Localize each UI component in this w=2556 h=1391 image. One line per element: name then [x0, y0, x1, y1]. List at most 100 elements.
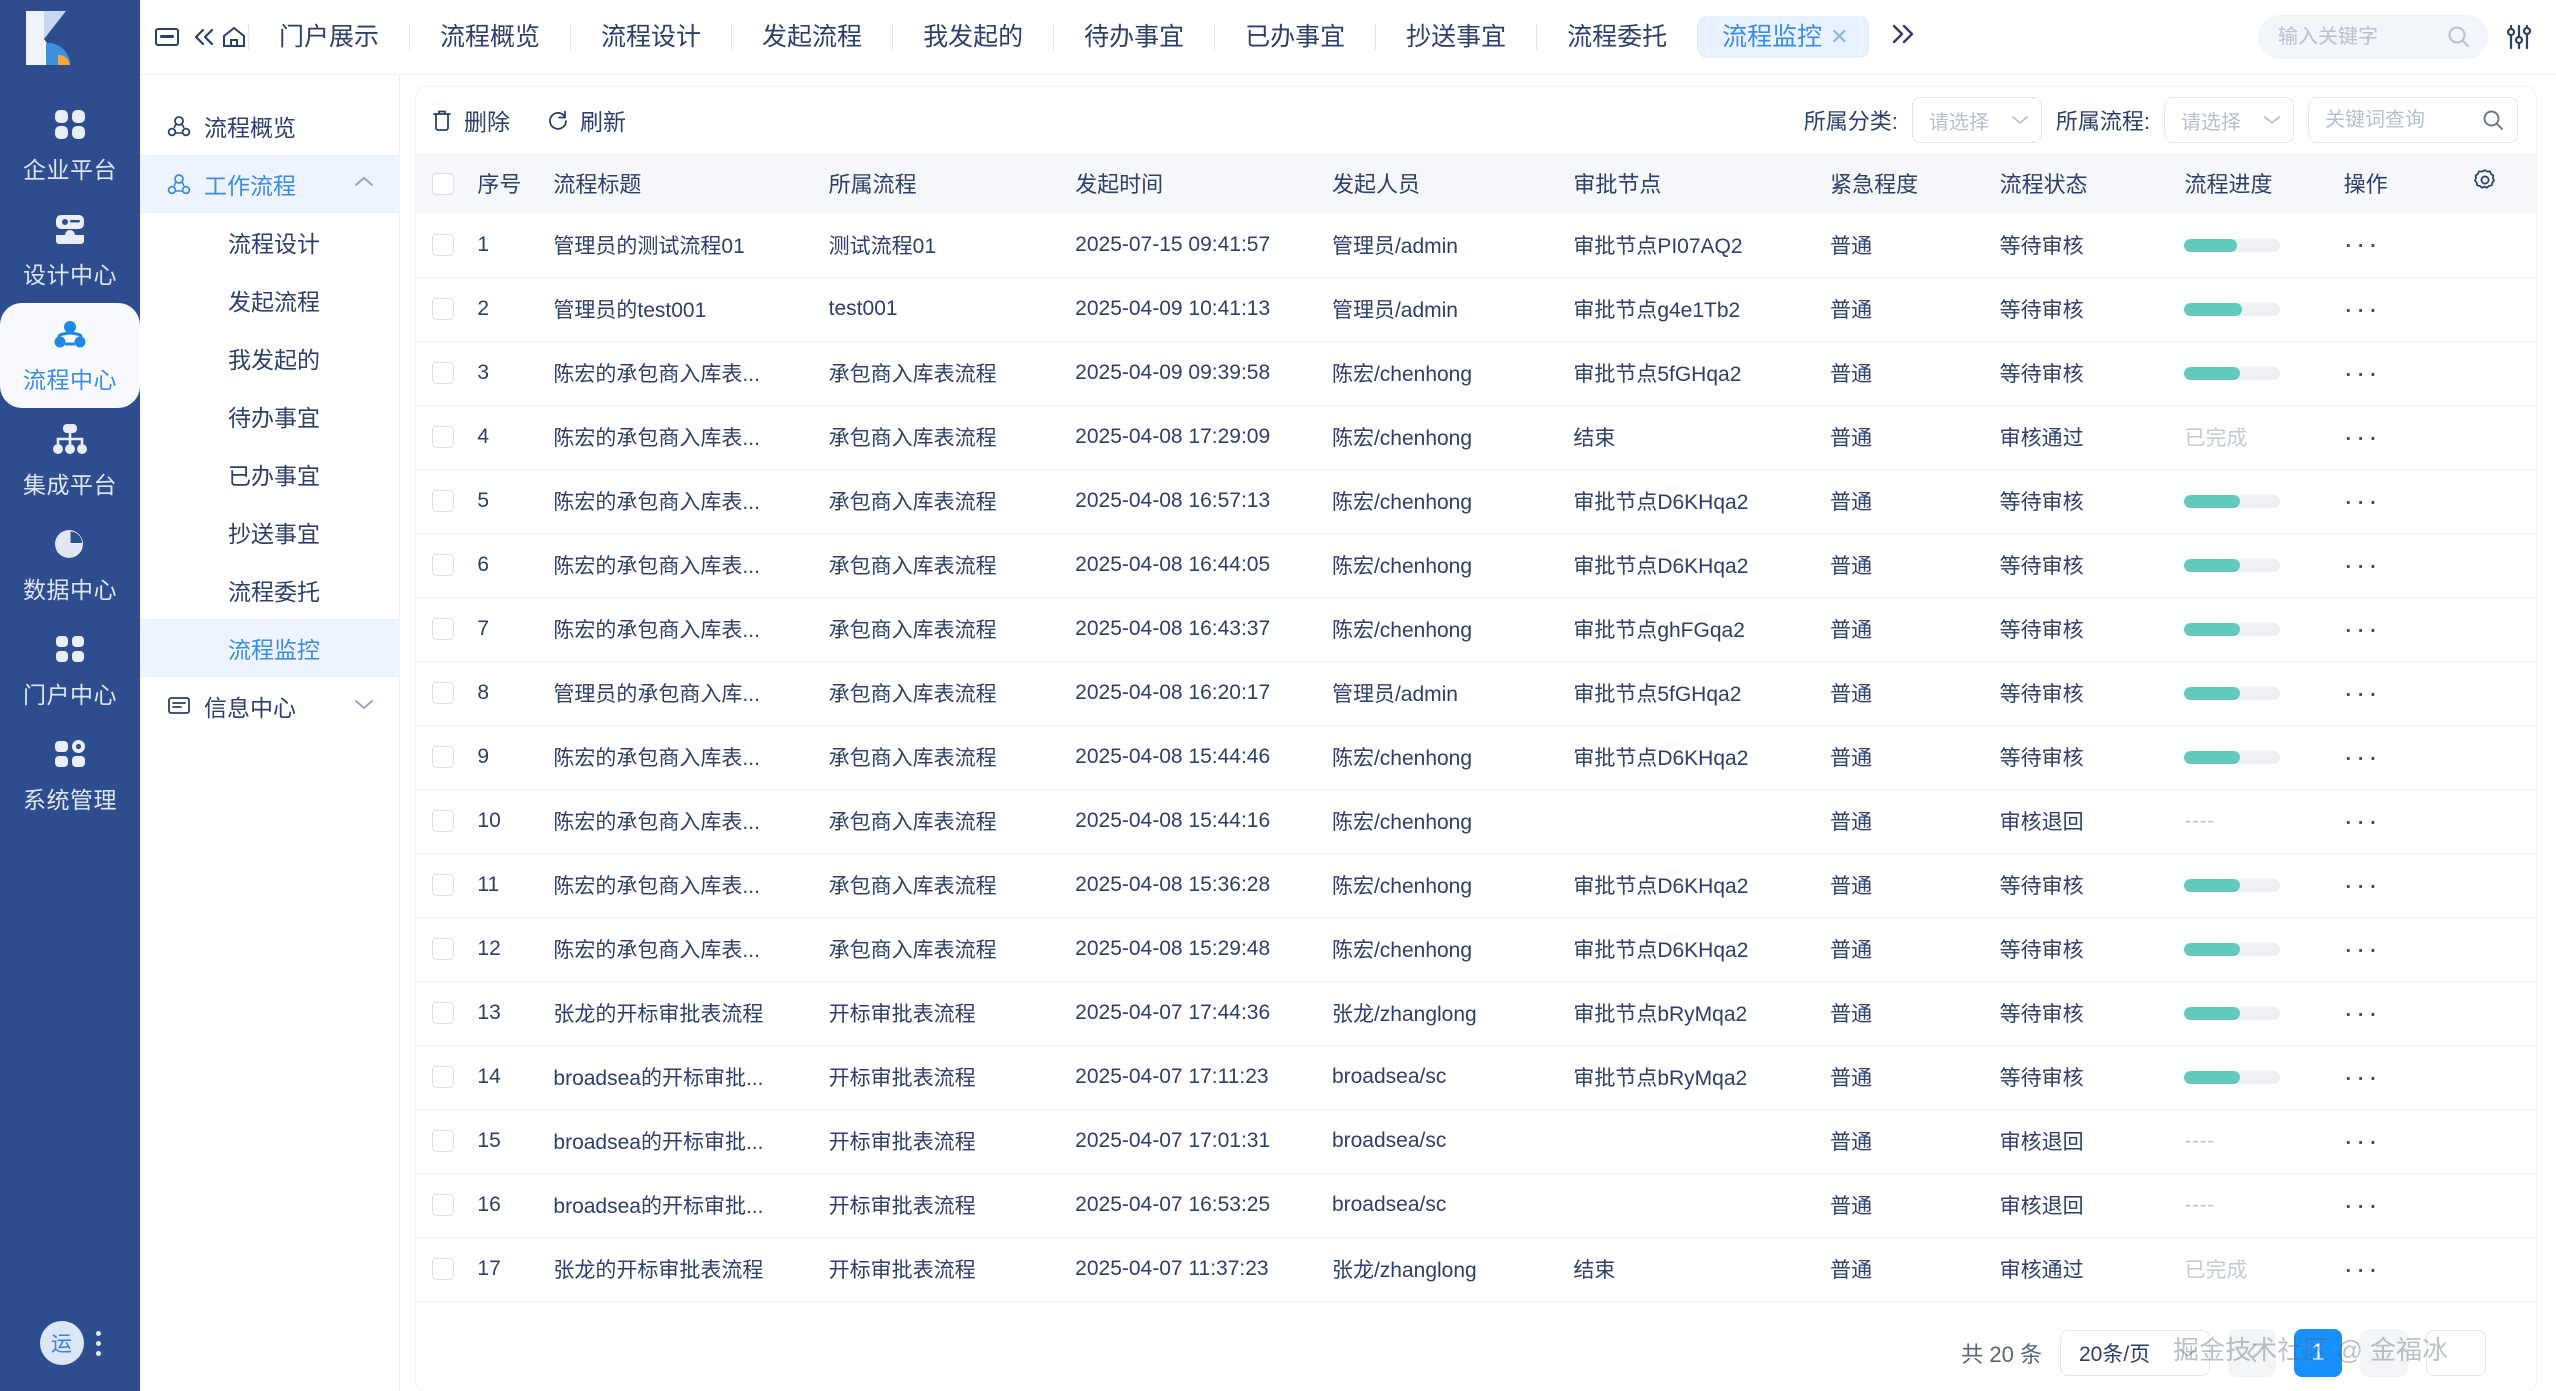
- brand-logo[interactable]: [0, 0, 140, 75]
- delete-button[interactable]: 删除: [430, 103, 510, 137]
- row-more-actions-button[interactable]: ···: [2343, 1124, 2381, 1156]
- table-row[interactable]: 17 张龙的开标审批表流程 开标审批表流程 2025-04-07 11:37:23 张龙…: [416, 1237, 2536, 1302]
- sidebar-item-data-center[interactable]: 数据中心: [0, 513, 140, 618]
- sidebar-item-portal-center[interactable]: 门户中心: [0, 618, 140, 723]
- table-row[interactable]: 4 陈宏的承包商入库表... 承包商入库表流程 2025-04-08 17:29:09…: [416, 405, 2536, 470]
- sidebar-item-design-center[interactable]: 设计中心: [0, 198, 140, 303]
- sidebar-item-process-monitor[interactable]: 流程监控: [140, 619, 399, 677]
- row-checkbox[interactable]: [431, 874, 454, 897]
- sidebar-item-process-center[interactable]: 流程中心: [0, 303, 140, 408]
- sidebar-item-workflow[interactable]: 工作流程: [140, 155, 399, 213]
- sidebar-item-launch-process[interactable]: 发起流程: [228, 289, 320, 315]
- tab-my-initiated[interactable]: 我发起的: [923, 23, 1024, 51]
- row-checkbox[interactable]: [431, 490, 454, 513]
- tab-cc[interactable]: 抄送事宜: [1406, 23, 1507, 51]
- cell-title[interactable]: 管理员的test001: [545, 277, 821, 342]
- tab-launch-process[interactable]: 发起流程: [762, 23, 863, 51]
- table-row[interactable]: 11 陈宏的承包商入库表... 承包商入库表流程 2025-04-08 15:36:2…: [416, 853, 2536, 918]
- sidebar-item-process-overview[interactable]: 流程概览: [140, 97, 399, 155]
- cell-title[interactable]: broadsea的开标审批...: [545, 1045, 821, 1110]
- tab-process-overview[interactable]: 流程概览: [440, 23, 541, 51]
- row-checkbox[interactable]: [431, 298, 454, 321]
- cell-title[interactable]: broadsea的开标审批...: [545, 1109, 821, 1174]
- double-chevron-right-icon[interactable]: [1869, 21, 1935, 54]
- row-more-actions-button[interactable]: ···: [2343, 1060, 2381, 1092]
- cell-title[interactable]: 陈宏的承包商入库表...: [545, 341, 821, 406]
- cell-title[interactable]: 陈宏的承包商入库表...: [545, 405, 821, 470]
- table-row[interactable]: 3 陈宏的承包商入库表... 承包商入库表流程 2025-04-09 09:39:58…: [416, 341, 2536, 406]
- row-checkbox[interactable]: [431, 1130, 454, 1153]
- page-number-1[interactable]: 1: [2294, 1329, 2342, 1377]
- sidebar-item-info-center[interactable]: 信息中心: [140, 677, 399, 735]
- keyword-input[interactable]: [2325, 108, 2473, 132]
- page-size-select[interactable]: 20条/页: [2060, 1330, 2210, 1376]
- row-more-actions-button[interactable]: ···: [2343, 484, 2381, 516]
- flow-select[interactable]: 请选择: [2164, 97, 2294, 143]
- sidebar-item-my-initiated[interactable]: 我发起的: [228, 347, 320, 373]
- search-icon[interactable]: [2446, 24, 2472, 50]
- tab-process-design[interactable]: 流程设计: [601, 23, 702, 51]
- row-more-actions-button[interactable]: ···: [2343, 804, 2381, 836]
- row-checkbox[interactable]: [431, 554, 454, 577]
- row-more-actions-button[interactable]: ···: [2343, 1188, 2381, 1220]
- vertical-dots-icon[interactable]: [95, 1330, 101, 1356]
- avatar[interactable]: 运: [39, 1321, 84, 1365]
- row-checkbox[interactable]: [431, 618, 454, 641]
- sidebar-item-integration-platform[interactable]: 集成平台: [0, 408, 140, 513]
- row-checkbox[interactable]: [431, 682, 454, 705]
- table-row[interactable]: 2 管理员的test001 test001 2025-04-09 10:41:13 管理…: [416, 277, 2536, 342]
- row-checkbox[interactable]: [431, 1002, 454, 1025]
- sidebar-item-delegation[interactable]: 流程委托: [228, 579, 320, 605]
- row-checkbox[interactable]: [431, 426, 454, 449]
- table-row[interactable]: 10 陈宏的承包商入库表... 承包商入库表流程 2025-04-08 15:44:1…: [416, 789, 2536, 854]
- refresh-button[interactable]: 刷新: [546, 103, 626, 137]
- close-icon[interactable]: ✕: [1830, 24, 1849, 49]
- sidebar-item-process-design[interactable]: 流程设计: [228, 231, 320, 257]
- cell-title[interactable]: 张龙的开标审批表流程: [545, 1237, 821, 1302]
- row-more-actions-button[interactable]: ···: [2343, 868, 2381, 900]
- cell-title[interactable]: 管理员的测试流程01: [545, 213, 821, 278]
- table-row[interactable]: 9 陈宏的承包商入库表... 承包商入库表流程 2025-04-08 15:44:46…: [416, 725, 2536, 790]
- row-checkbox[interactable]: [431, 362, 454, 385]
- table-row[interactable]: 14 broadsea的开标审批... 开标审批表流程 2025-04-07 17:1…: [416, 1045, 2536, 1110]
- row-more-actions-button[interactable]: ···: [2343, 740, 2381, 772]
- table-row[interactable]: 12 陈宏的承包商入库表... 承包商入库表流程 2025-04-08 15:29:4…: [416, 917, 2536, 982]
- cell-title[interactable]: 陈宏的承包商入库表...: [545, 469, 821, 534]
- tab-portal-display[interactable]: 门户展示: [279, 23, 380, 51]
- page-number-2[interactable]: [2360, 1329, 2408, 1377]
- sidebar-item-done[interactable]: 已办事宜: [228, 463, 320, 489]
- select-all-checkbox[interactable]: [431, 173, 454, 196]
- cell-title[interactable]: 陈宏的承包商入库表...: [545, 725, 821, 790]
- keyword-search[interactable]: [2308, 97, 2518, 143]
- sliders-icon[interactable]: [2504, 23, 2534, 51]
- prev-page-button[interactable]: [2228, 1329, 2276, 1377]
- row-more-actions-button[interactable]: ···: [2343, 228, 2381, 260]
- table-row[interactable]: 16 broadsea的开标审批... 开标审批表流程 2025-04-07 16:5…: [416, 1173, 2536, 1238]
- row-checkbox[interactable]: [431, 810, 454, 833]
- row-checkbox[interactable]: [431, 1066, 454, 1089]
- table-row[interactable]: 15 broadsea的开标审批... 开标审批表流程 2025-04-07 17:0…: [416, 1109, 2536, 1174]
- row-more-actions-button[interactable]: ···: [2343, 548, 2381, 580]
- cell-title[interactable]: 陈宏的承包商入库表...: [545, 917, 821, 982]
- row-more-actions-button[interactable]: ···: [2343, 932, 2381, 964]
- row-more-actions-button[interactable]: ···: [2343, 356, 2381, 388]
- sidebar-item-todo[interactable]: 待办事宜: [228, 405, 320, 431]
- chevron-up-icon[interactable]: [353, 175, 375, 194]
- tab-done[interactable]: 已办事宜: [1245, 23, 1346, 51]
- row-more-actions-button[interactable]: ···: [2343, 1252, 2381, 1284]
- row-checkbox[interactable]: [431, 234, 454, 257]
- sidebar-item-enterprise-platform[interactable]: 企业平台: [0, 93, 140, 198]
- row-more-actions-button[interactable]: ···: [2343, 676, 2381, 708]
- cell-title[interactable]: 张龙的开标审批表流程: [545, 981, 821, 1046]
- search-icon[interactable]: [2481, 108, 2505, 132]
- row-checkbox[interactable]: [431, 938, 454, 961]
- sidebar-item-cc[interactable]: 抄送事宜: [228, 521, 320, 547]
- window-icon[interactable]: [154, 25, 180, 49]
- cell-title[interactable]: 陈宏的承包商入库表...: [545, 597, 821, 662]
- category-select[interactable]: 请选择: [1911, 97, 2042, 143]
- table-row[interactable]: 6 陈宏的承包商入库表... 承包商入库表流程 2025-04-08 16:44:05…: [416, 533, 2536, 598]
- gear-icon[interactable]: [2472, 169, 2498, 198]
- search-input[interactable]: [2278, 25, 2438, 49]
- row-checkbox[interactable]: [431, 1258, 454, 1281]
- tab-process-monitor[interactable]: 流程监控 ✕: [1698, 16, 1869, 58]
